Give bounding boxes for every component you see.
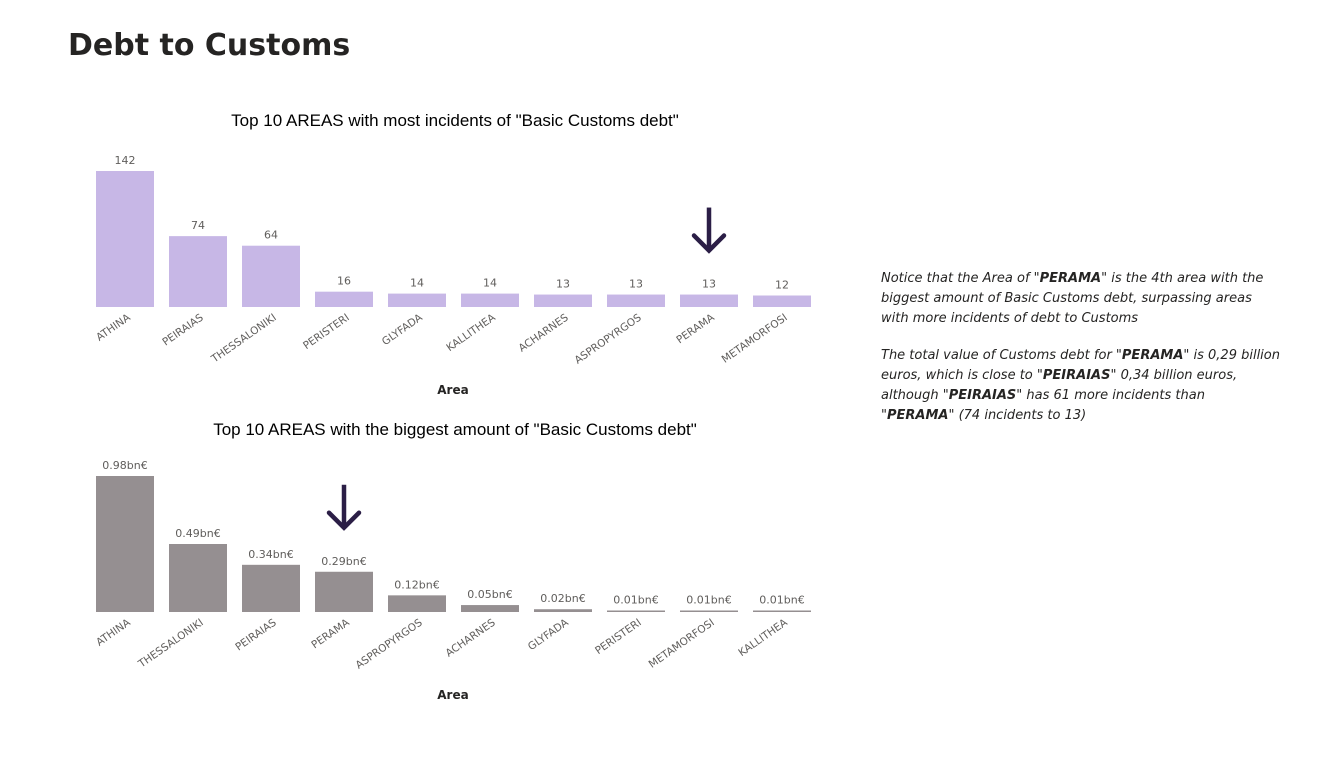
- amount-bar-aspropyrgos: [388, 595, 446, 612]
- annotation-perama-value: The total value of Customs debt for "PER…: [881, 348, 1280, 423]
- incidents-value-label-perama: 13: [702, 278, 716, 291]
- incidents-value-label-acharnes: 13: [556, 278, 570, 291]
- amount-value-label-aspropyrgos: 0.12bn€: [394, 578, 439, 591]
- incidents-tick-label-athina: ATHINA: [94, 311, 133, 344]
- incidents-value-label-peristeri: 16: [337, 275, 351, 288]
- amount-value-label-perama: 0.29bn€: [321, 555, 366, 568]
- incidents-x-axis-title: Area: [437, 383, 468, 397]
- incidents-tick-label-peiraias: PEIRAIAS: [160, 311, 206, 348]
- incidents-down-arrow-icon: [691, 207, 727, 254]
- amount-bar-acharnes: [461, 605, 519, 612]
- amount-value-label-acharnes: 0.05bn€: [467, 588, 512, 601]
- incidents-value-label-kallithea: 14: [483, 277, 497, 290]
- amount-down-arrow-icon: [326, 484, 362, 531]
- incidents-value-label-aspropyrgos: 13: [629, 278, 643, 291]
- incidents-bar-thessaloniki: [242, 245, 300, 307]
- incidents-bar-athina: [96, 171, 154, 307]
- incidents-bar-kallithea: [461, 293, 519, 307]
- incidents-bar-perama: [680, 294, 738, 307]
- incidents-value-label-glyfada: 14: [410, 277, 424, 290]
- incidents-bar-chart: 142 ATHINA 74 PEIRAIAS 64 THESSALONIKI 16 PERIS…: [94, 154, 811, 397]
- amount-value-label-kallithea: 0.01bn€: [759, 594, 804, 607]
- amount-tick-label-peiraias: PEIRAIAS: [233, 616, 279, 653]
- incidents-tick-label-acharnes: ACHARNES: [516, 311, 571, 354]
- incidents-bar-peiraias: [169, 236, 227, 307]
- amount-bar-peristeri: [607, 610, 665, 612]
- incidents-value-label-peiraias: 74: [191, 219, 205, 232]
- amount-bar-peiraias: [242, 564, 300, 612]
- page-title: Debt to Customs: [68, 28, 351, 63]
- annotation-perama-rank: Notice that the Area of "PERAMA" is the …: [881, 271, 1264, 326]
- amount-x-axis-title: Area: [437, 688, 468, 702]
- incidents-tick-label-peristeri: PERISTERI: [301, 312, 352, 352]
- amount-value-label-metamorfosi: 0.01bn€: [686, 594, 731, 607]
- amount-tick-label-metamorfosi: METAMORFOSI: [647, 617, 717, 671]
- incidents-tick-label-perama: PERAMA: [674, 311, 717, 346]
- amount-value-label-peristeri: 0.01bn€: [613, 594, 658, 607]
- incidents-bar-metamorfosi: [753, 295, 811, 307]
- incidents-tick-label-aspropyrgos: ASPROPYRGOS: [572, 311, 644, 366]
- incidents-bar-aspropyrgos: [607, 294, 665, 307]
- amount-tick-label-athina: ATHINA: [94, 616, 133, 649]
- incidents-bar-glyfada: [388, 293, 446, 307]
- amount-value-label-athina: 0.98bn€: [102, 459, 147, 472]
- amount-tick-label-thessaloniki: THESSALONIKI: [135, 617, 205, 671]
- incidents-tick-label-metamorfosi: METAMORFOSI: [720, 312, 790, 366]
- incidents-tick-label-kallithea: KALLITHEA: [444, 311, 498, 354]
- amount-value-label-glyfada: 0.02bn€: [540, 592, 585, 605]
- incidents-value-label-athina: 142: [115, 154, 136, 167]
- amount-tick-label-kallithea: KALLITHEA: [736, 616, 790, 659]
- amount-bar-athina: [96, 476, 154, 612]
- incidents-tick-label-glyfada: GLYFADA: [380, 311, 426, 348]
- incidents-bar-acharnes: [534, 294, 592, 307]
- amount-tick-label-glyfada: GLYFADA: [526, 616, 572, 653]
- amount-bar-thessaloniki: [169, 544, 227, 612]
- incidents-value-label-thessaloniki: 64: [264, 229, 278, 242]
- amount-bar-glyfada: [534, 609, 592, 612]
- incidents-value-label-metamorfosi: 12: [775, 279, 789, 292]
- incidents-tick-label-thessaloniki: THESSALONIKI: [208, 312, 278, 366]
- amount-tick-label-peristeri: PERISTERI: [593, 617, 644, 657]
- amount-bar-metamorfosi: [680, 610, 738, 612]
- amount-bar-perama: [315, 571, 373, 612]
- amount-bar-chart: 0.98bn€ ATHINA 0.49bn€ THESSALONIKI 0.34bn€ P…: [94, 459, 811, 702]
- amount-tick-label-acharnes: ACHARNES: [443, 616, 498, 659]
- amount-tick-label-perama: PERAMA: [309, 616, 352, 651]
- amount-value-label-peiraias: 0.34bn€: [248, 548, 293, 561]
- amount-bar-kallithea: [753, 610, 811, 612]
- incidents-chart-title: Top 10 AREAS with most incidents of "Bas…: [231, 111, 679, 130]
- amount-chart-title: Top 10 AREAS with the biggest amount of …: [213, 420, 697, 439]
- amount-tick-label-aspropyrgos: ASPROPYRGOS: [353, 616, 425, 671]
- incidents-bar-peristeri: [315, 291, 373, 307]
- amount-value-label-thessaloniki: 0.49bn€: [175, 527, 220, 540]
